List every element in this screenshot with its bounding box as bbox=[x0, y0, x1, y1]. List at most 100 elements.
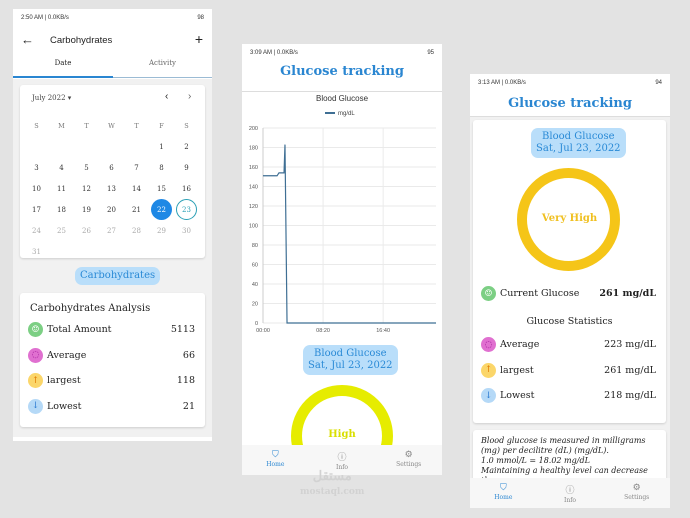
calendar-day[interactable]: 11 bbox=[57, 184, 66, 193]
calendar-day[interactable]: 4 bbox=[59, 163, 64, 172]
calendar-day[interactable]: 15 bbox=[157, 184, 166, 193]
glucose-gauge bbox=[517, 168, 620, 271]
calendar-day[interactable]: 19 bbox=[82, 205, 91, 214]
glucose-gauge bbox=[291, 385, 393, 475]
calendar-day[interactable]: 5 bbox=[84, 163, 89, 172]
stat-row: ↓ Lowest 21 bbox=[28, 398, 195, 414]
gauge-label: Very High bbox=[541, 213, 598, 224]
stat-row: ◌ Average 223 mg/dL bbox=[481, 337, 656, 352]
calendar-day[interactable]: 31 bbox=[32, 247, 41, 256]
gauge-label: High bbox=[328, 429, 356, 440]
calendar-empty bbox=[49, 136, 74, 157]
calendar-day[interactable]: 1 bbox=[159, 142, 164, 151]
next-month-button[interactable]: › bbox=[188, 91, 192, 102]
nav-settings[interactable]: ⚙ Settings bbox=[603, 478, 670, 508]
stat-value: 66 bbox=[182, 349, 195, 361]
shield-icon: ⛉ bbox=[271, 450, 279, 460]
page-title: Carbohydrates bbox=[50, 35, 113, 46]
month-selector[interactable]: July 2022 ▾ bbox=[32, 94, 72, 102]
calendar-day[interactable]: 2 bbox=[184, 142, 189, 151]
calendar: July 2022 ▾ ‹ › S M T W T F S 1 2 3 4 5 6 7 8 9 10 11 12 13… bbox=[20, 85, 205, 258]
nav-info[interactable]: ⓘ Info bbox=[537, 478, 604, 508]
stats-title: Glucose Statistics bbox=[526, 316, 613, 327]
calendar-day[interactable]: 17 bbox=[32, 205, 41, 214]
y-tick-label: 200 bbox=[249, 126, 258, 132]
tab-activity[interactable]: Activity bbox=[113, 59, 212, 78]
weekday-label: T bbox=[84, 121, 89, 130]
nav-label: Info bbox=[335, 464, 349, 471]
arrow-down-icon: ↓ bbox=[481, 388, 496, 403]
weekday-label: F bbox=[159, 121, 164, 130]
info-line: 1.0 mmol/L = 18.02 mg/dL bbox=[481, 456, 590, 465]
arrow-up-icon: ↑ bbox=[28, 373, 43, 388]
calendar-day[interactable]: 21 bbox=[132, 205, 141, 214]
stat-value: 218 mg/dL bbox=[604, 390, 656, 401]
calendar-day[interactable]: 25 bbox=[57, 226, 66, 235]
y-tick-label: 100 bbox=[249, 224, 258, 230]
x-tick-label: 00:00 bbox=[256, 328, 270, 334]
date-pill: Blood Glucose Sat, Jul 23, 2022 bbox=[531, 128, 626, 158]
arrow-up-icon: ↑ bbox=[481, 362, 496, 378]
legend-label: mg/dL bbox=[338, 111, 355, 117]
calendar-day[interactable]: 9 bbox=[184, 163, 189, 172]
y-tick-label: 0 bbox=[255, 321, 258, 327]
status-time: 2:50 AM | 0.0KB/s bbox=[21, 15, 69, 21]
tab-date[interactable]: Date bbox=[13, 59, 113, 78]
gear-icon: ⚙ bbox=[632, 483, 641, 493]
prev-month-button[interactable]: ‹ bbox=[165, 91, 169, 102]
y-tick-label: 60 bbox=[252, 263, 258, 269]
y-tick-label: 120 bbox=[249, 204, 258, 210]
calendar-day[interactable]: 3 bbox=[34, 163, 39, 172]
calendar-day[interactable]: 10 bbox=[32, 184, 41, 193]
weekday-label: W bbox=[108, 121, 115, 130]
nav-home[interactable]: ⛉ Home bbox=[242, 445, 309, 475]
calendar-day[interactable]: 20 bbox=[107, 205, 116, 214]
y-tick-label: 140 bbox=[249, 185, 258, 191]
stat-value: 5113 bbox=[170, 324, 195, 335]
calendar-day[interactable]: 6 bbox=[109, 163, 114, 172]
date-pill: Blood Glucose Sat, Jul 23, 2022 bbox=[303, 345, 398, 375]
gear-icon: ⚙ bbox=[404, 450, 413, 460]
plus-icon[interactable]: + bbox=[194, 31, 203, 47]
calendar-day[interactable]: 27 bbox=[107, 226, 116, 235]
bottom-nav: ⛉ Home ⓘ Info ⚙ Settings bbox=[470, 478, 670, 508]
nav-home[interactable]: ⛉ Home bbox=[470, 478, 537, 508]
stat-row: ☺ Total Amount 5113 bbox=[28, 322, 195, 337]
watermark-logo: مستقل mostaql.com bbox=[300, 469, 365, 498]
calendar-day[interactable]: 28 bbox=[132, 226, 141, 235]
calendar-day[interactable]: 13 bbox=[107, 184, 116, 193]
shield-icon: ⛉ bbox=[499, 483, 507, 493]
app-title: Glucose tracking bbox=[508, 96, 632, 111]
stat-value: 21 bbox=[182, 400, 195, 412]
calendar-empty bbox=[74, 136, 99, 157]
calendar-day[interactable]: 30 bbox=[182, 226, 191, 235]
calendar-day[interactable]: 23 bbox=[176, 199, 197, 220]
section-pill: Carbohydrates bbox=[75, 267, 161, 285]
battery-level: 95 bbox=[427, 50, 434, 56]
nav-label: Settings bbox=[624, 494, 650, 501]
calendar-day[interactable]: 29 bbox=[157, 226, 166, 235]
y-tick-label: 180 bbox=[249, 146, 258, 152]
x-tick-label: 08:20 bbox=[316, 328, 330, 334]
calendar-day[interactable]: 7 bbox=[134, 163, 139, 172]
stat-value: 118 bbox=[176, 375, 195, 386]
weekday-label: M bbox=[58, 121, 65, 130]
arrow-left-icon[interactable]: ← bbox=[21, 32, 34, 47]
blood-glucose-chart: Blood Glucose mg/dL 0 20 40 60 80 100 120 140 160 1… bbox=[249, 94, 437, 334]
calendar-day[interactable]: 24 bbox=[32, 226, 41, 235]
calendar-day[interactable]: 22 bbox=[151, 199, 172, 220]
calendar-day[interactable]: 26 bbox=[82, 226, 91, 235]
calendar-day[interactable]: 16 bbox=[182, 184, 191, 193]
nav-label: Home bbox=[266, 461, 285, 468]
calendar-day[interactable]: 18 bbox=[57, 205, 66, 214]
calendar-day[interactable]: 8 bbox=[159, 163, 164, 172]
calendar-empty bbox=[124, 136, 149, 157]
info-line: Blood glucose is measured in milligrams … bbox=[481, 436, 646, 455]
nav-info[interactable]: ⓘ Info bbox=[309, 445, 376, 475]
glucose-stats-screen: 3:13 AM | 0.0KB/s 94 Glucose tracking Blo… bbox=[470, 74, 670, 508]
calendar-day[interactable]: 14 bbox=[132, 184, 141, 193]
stat-label: largest bbox=[500, 364, 534, 376]
calendar-empty bbox=[99, 136, 124, 157]
nav-settings[interactable]: ⚙ Settings bbox=[375, 445, 442, 475]
calendar-day[interactable]: 12 bbox=[82, 184, 91, 193]
